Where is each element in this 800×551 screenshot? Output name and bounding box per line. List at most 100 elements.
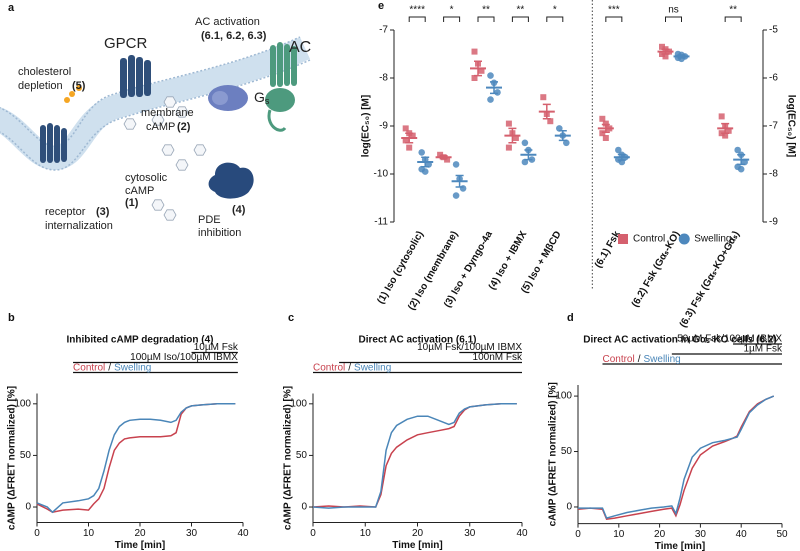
x-tick-label: 50 bbox=[776, 529, 788, 540]
label: (1) bbox=[125, 197, 139, 209]
x-axis-label: Time [min] bbox=[115, 540, 165, 551]
error-bar bbox=[542, 103, 551, 120]
error-bar bbox=[524, 149, 533, 161]
panel-label: c bbox=[288, 312, 294, 324]
y-tick-label: 0 bbox=[25, 502, 31, 513]
error-bar bbox=[474, 60, 482, 77]
data-point bbox=[521, 139, 529, 147]
treatment-label: 1µM Fsk bbox=[743, 344, 783, 355]
data-point bbox=[494, 89, 501, 96]
data-point bbox=[409, 132, 416, 139]
label: inhibition bbox=[198, 227, 241, 239]
error-bar bbox=[439, 155, 448, 160]
significance-bracket bbox=[511, 16, 529, 22]
internalized-receptor bbox=[40, 123, 67, 163]
series-line bbox=[577, 395, 775, 521]
error-bar bbox=[617, 153, 626, 161]
legend-separator: / bbox=[348, 362, 351, 373]
x-axis-label: Time [min] bbox=[392, 540, 442, 551]
label: AC bbox=[289, 39, 311, 56]
data-point bbox=[406, 144, 413, 151]
y2-axis-label: log(EC₅₀) [M] bbox=[785, 95, 796, 157]
label: cholesterol bbox=[18, 66, 71, 78]
legend-label: Control bbox=[73, 362, 105, 373]
significance-label: *** bbox=[608, 5, 620, 16]
significance-label: ns bbox=[668, 5, 679, 16]
label: membrane bbox=[141, 107, 194, 119]
data-point bbox=[615, 146, 622, 154]
legend-marker bbox=[618, 234, 628, 244]
y-axis-label: cAMP (ΔFRET normalized) [%] bbox=[548, 382, 559, 526]
treatment-label: 100µM Iso/100µM IBMX bbox=[130, 352, 238, 363]
error-bar bbox=[661, 48, 670, 55]
y-tick-label: 100 bbox=[555, 391, 572, 402]
error-bar bbox=[737, 154, 746, 166]
gs-protein bbox=[208, 85, 248, 111]
adenylyl-cyclase bbox=[265, 42, 297, 132]
data-point bbox=[418, 149, 426, 156]
series-line bbox=[578, 395, 775, 520]
data-point bbox=[471, 75, 478, 81]
data-point bbox=[602, 120, 609, 127]
data-point bbox=[437, 151, 444, 158]
y-tick-label: 0 bbox=[301, 502, 307, 513]
significance-bracket bbox=[724, 16, 742, 22]
y-axis-label: cAMP (ΔFRET normalized) [%] bbox=[7, 386, 18, 530]
x-tick-label: 20 bbox=[654, 529, 666, 540]
significance-label: ** bbox=[517, 5, 525, 16]
legend: Control / Swelling bbox=[73, 362, 151, 373]
data-point bbox=[505, 144, 512, 151]
pde bbox=[208, 162, 254, 199]
y-tick-label: 50 bbox=[20, 450, 32, 461]
data-point bbox=[459, 185, 467, 192]
data-point bbox=[512, 135, 519, 141]
y-tick-label: 100 bbox=[14, 398, 31, 409]
camp bbox=[151, 199, 165, 211]
schematic: GPCR AC activation (6.1, 6.2, 6.3) AC ch… bbox=[0, 16, 311, 239]
data-point bbox=[556, 125, 563, 132]
label: (5) bbox=[72, 80, 86, 92]
panel-label: b bbox=[8, 312, 15, 324]
data-point bbox=[487, 96, 494, 103]
error-bar bbox=[601, 123, 610, 133]
gpcr-receptor bbox=[120, 55, 151, 98]
x-tick-label: 20 bbox=[134, 528, 146, 539]
significance-label: **** bbox=[409, 5, 425, 16]
label: (4) bbox=[232, 204, 246, 216]
data-point bbox=[452, 192, 460, 199]
legend-marker bbox=[678, 233, 690, 245]
legend-separator: / bbox=[108, 362, 111, 373]
x-tick-label: 40 bbox=[736, 529, 748, 540]
significance-label: ** bbox=[482, 5, 490, 16]
camp bbox=[163, 209, 177, 221]
significance-bracket bbox=[443, 16, 461, 22]
label: (6.1, 6.2, 6.3) bbox=[201, 30, 267, 42]
camp bbox=[175, 159, 189, 171]
error-bar bbox=[508, 127, 517, 144]
series-line bbox=[36, 403, 236, 514]
chart-title: Direct AC activation In Gαₛ-KO cells (6.… bbox=[583, 335, 776, 346]
data-point bbox=[505, 120, 512, 127]
y-tick-label: -10 bbox=[374, 169, 389, 180]
x-tick-label: 10 bbox=[83, 528, 95, 539]
data-point bbox=[659, 43, 665, 50]
legend-label: Control bbox=[602, 354, 634, 365]
treatment-label: 50µM Fsk/100µM IBMX bbox=[677, 334, 782, 345]
label: GPCR bbox=[104, 35, 148, 52]
series-line bbox=[312, 403, 517, 508]
y2-tick-label: -7 bbox=[769, 121, 778, 132]
y-tick-label: -7 bbox=[379, 25, 388, 36]
x-axis-label: Time [min] bbox=[655, 541, 705, 551]
data-point bbox=[421, 168, 429, 175]
data-point bbox=[402, 125, 409, 132]
y-tick-label: -9 bbox=[379, 121, 388, 132]
camp bbox=[123, 118, 137, 130]
data-point bbox=[737, 165, 745, 173]
data-point bbox=[540, 94, 547, 101]
label: Gs bbox=[254, 89, 270, 107]
panel-label: a bbox=[8, 2, 15, 14]
x-tick-label: 30 bbox=[695, 529, 707, 540]
legend-label: Swelling bbox=[114, 362, 151, 373]
significance-label: ** bbox=[729, 5, 737, 16]
data-point bbox=[402, 137, 409, 144]
